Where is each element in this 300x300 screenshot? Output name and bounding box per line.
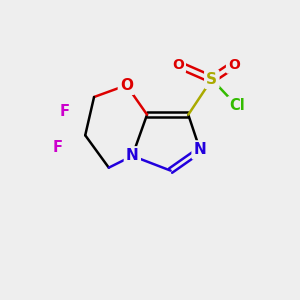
Text: N: N [194, 142, 206, 158]
Text: S: S [206, 72, 217, 87]
Text: F: F [52, 140, 62, 154]
Text: F: F [60, 104, 70, 119]
Text: N: N [126, 148, 139, 164]
Text: Cl: Cl [229, 98, 245, 113]
Text: O: O [120, 78, 133, 93]
Text: O: O [228, 58, 240, 72]
Text: O: O [172, 58, 184, 72]
